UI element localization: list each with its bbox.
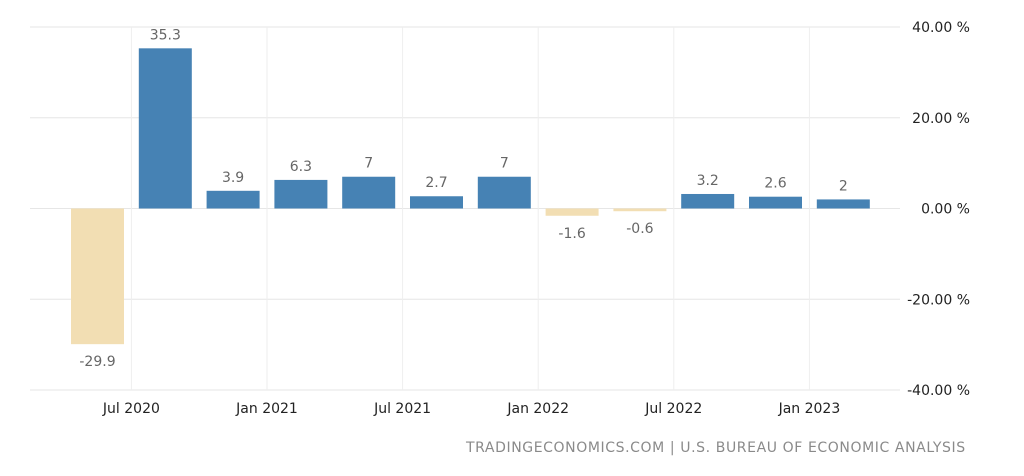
bar bbox=[138, 48, 192, 209]
data-label: 2.6 bbox=[764, 176, 786, 192]
bar bbox=[342, 176, 396, 209]
bar bbox=[71, 208, 124, 345]
data-label: 3.2 bbox=[697, 173, 719, 189]
bar bbox=[749, 196, 802, 209]
data-label: 2.7 bbox=[425, 175, 447, 191]
bars bbox=[71, 48, 870, 345]
bar bbox=[477, 176, 531, 209]
bar bbox=[274, 179, 328, 209]
data-label: -29.9 bbox=[79, 354, 115, 370]
x-tick-label: Jan 2023 bbox=[778, 401, 841, 417]
x-tick-label: Jul 2021 bbox=[373, 401, 431, 417]
data-label: 7 bbox=[500, 156, 509, 172]
bar bbox=[613, 208, 667, 212]
data-label: 6.3 bbox=[290, 159, 312, 175]
x-tick-label: Jan 2022 bbox=[506, 401, 569, 417]
bar bbox=[206, 190, 260, 209]
bar bbox=[681, 193, 735, 209]
x-tick-label: Jul 2022 bbox=[644, 401, 702, 417]
data-label: -0.6 bbox=[626, 221, 653, 237]
bar bbox=[816, 199, 870, 209]
data-label: 2 bbox=[839, 178, 848, 194]
x-tick-label: Jul 2020 bbox=[102, 401, 160, 417]
y-tick-label: 20.00 % bbox=[912, 111, 970, 127]
y-tick-label: -20.00 % bbox=[907, 292, 970, 308]
y-tick-label: 0.00 % bbox=[921, 202, 970, 218]
data-label: 3.9 bbox=[222, 170, 244, 186]
source-credit: TRADINGECONOMICS.COM | U.S. BUREAU OF EC… bbox=[466, 440, 966, 456]
data-label: 35.3 bbox=[150, 27, 181, 43]
y-tick-label: 40.00 % bbox=[912, 20, 970, 36]
y-tick-label: -40.00 % bbox=[907, 383, 970, 399]
bar bbox=[410, 196, 463, 209]
x-axis: Jul 2020 Jan 2021 Jul 2021 Jan 2022 Jul … bbox=[102, 401, 840, 417]
data-label: -1.6 bbox=[558, 226, 585, 242]
data-labels: -29.9 35.3 3.9 6.3 7 2.7 7 -1.6 -0.6 3.2 2.6 2 bbox=[79, 27, 847, 370]
bar bbox=[545, 208, 599, 216]
y-axis: 40.00 % 20.00 % 0.00 % -20.00 % -40.00 % bbox=[907, 20, 970, 399]
x-tick-label: Jan 2021 bbox=[235, 401, 298, 417]
data-label: 7 bbox=[364, 156, 373, 172]
